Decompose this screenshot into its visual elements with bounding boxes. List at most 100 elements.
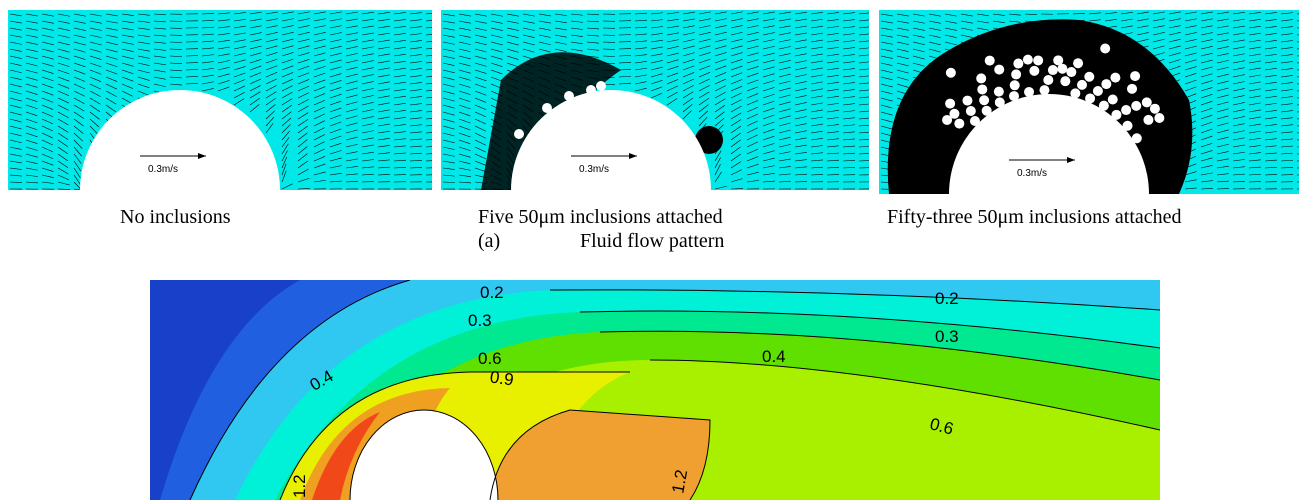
velocity-vector <box>1232 166 1245 169</box>
velocity-vector <box>9 34 22 38</box>
velocity-vector <box>666 39 679 43</box>
velocity-vector <box>474 90 487 96</box>
velocity-vector <box>794 173 807 176</box>
velocity-vector <box>57 41 70 46</box>
velocity-vector <box>762 93 775 99</box>
velocity-vector <box>1232 130 1245 134</box>
velocity-vector <box>297 105 309 113</box>
velocity-vector <box>554 20 567 24</box>
velocity-vector <box>474 62 487 67</box>
velocity-vector <box>41 48 54 53</box>
velocity-vector <box>361 166 374 169</box>
velocity-vector <box>73 76 86 82</box>
velocity-vector <box>1296 118 1299 120</box>
velocity-vector <box>730 153 741 162</box>
velocity-vector <box>1296 41 1299 43</box>
velocity-vector <box>89 48 102 53</box>
velocity-vector <box>57 97 70 104</box>
velocity-vector <box>618 55 632 57</box>
velocity-vector <box>425 27 432 29</box>
velocity-vector <box>778 173 791 176</box>
velocity-vector <box>1216 25 1229 29</box>
velocity-vector <box>361 32 374 36</box>
velocity-vector <box>409 117 422 120</box>
velocity-vector <box>217 53 230 57</box>
velocity-vector <box>425 20 432 22</box>
velocity-vector <box>714 85 726 92</box>
velocity-vector <box>810 130 823 134</box>
velocity-vector <box>762 11 775 15</box>
velocity-vector <box>666 85 678 92</box>
velocity-vector <box>1296 146 1299 148</box>
velocity-vector <box>1280 117 1293 120</box>
velocity-vector <box>121 13 134 16</box>
velocity-vector <box>377 123 390 127</box>
velocity-vector <box>105 90 117 97</box>
velocity-vector <box>746 113 759 120</box>
velocity-vector <box>25 111 38 117</box>
inclusion <box>1131 133 1142 144</box>
velocity-vector <box>25 167 38 171</box>
velocity-vector <box>249 32 262 36</box>
velocity-vector <box>361 144 374 148</box>
velocity-vector <box>233 46 246 50</box>
velocity-vector <box>1296 34 1299 36</box>
velocity-vector <box>1200 180 1213 183</box>
velocity-vector <box>57 62 70 67</box>
velocity-vector <box>1248 145 1261 148</box>
velocity-vector <box>746 148 759 155</box>
velocity-vector <box>137 69 150 74</box>
velocity-vector <box>393 124 406 127</box>
velocity-vector <box>249 38 262 43</box>
velocity-vector <box>826 102 839 106</box>
velocity-vector <box>249 85 261 92</box>
velocity-vector <box>1232 18 1245 22</box>
velocity-vector <box>73 90 85 97</box>
velocity-vector <box>25 97 38 102</box>
velocity-vector <box>57 111 69 118</box>
velocity-vector <box>345 158 358 162</box>
velocity-vector <box>121 76 134 82</box>
velocity-vector <box>409 40 422 43</box>
velocity-vector <box>912 20 925 24</box>
velocity-vector <box>618 62 632 64</box>
velocity-vector <box>666 66 679 71</box>
scale-label: 0.3m/s <box>579 164 609 175</box>
velocity-vector <box>778 66 791 71</box>
velocity-vector <box>842 131 855 134</box>
velocity-vector <box>297 112 309 120</box>
velocity-vector <box>698 11 711 15</box>
velocity-vector <box>425 48 432 50</box>
inclusion <box>1101 79 1112 90</box>
velocity-vector <box>1200 150 1213 155</box>
velocity-vector <box>714 31 727 36</box>
velocity-vector <box>634 87 647 92</box>
velocity-vector <box>345 25 358 29</box>
velocity-vector <box>714 91 726 99</box>
velocity-vector <box>944 41 957 46</box>
velocity-vector <box>842 12 855 15</box>
velocity-vector <box>1168 18 1181 22</box>
velocity-vector <box>1200 157 1213 162</box>
inclusion <box>965 105 976 116</box>
velocity-vector <box>9 20 22 24</box>
velocity-vector <box>912 55 925 60</box>
velocity-vector <box>393 39 406 43</box>
velocity-vector <box>1120 11 1133 15</box>
velocity-vector <box>217 26 230 29</box>
velocity-vector <box>666 52 679 57</box>
velocity-vector <box>329 100 342 106</box>
velocity-vector <box>201 40 214 43</box>
velocity-vector <box>425 146 432 148</box>
velocity-vector <box>858 110 869 113</box>
velocity-vector <box>1264 95 1277 99</box>
velocity-vector <box>73 160 82 172</box>
velocity-vector <box>810 174 824 176</box>
velocity-vector <box>361 102 374 106</box>
velocity-vector <box>762 39 775 43</box>
velocity-vector <box>634 12 647 15</box>
velocity-vector <box>826 39 839 43</box>
velocity-vector <box>842 110 855 113</box>
velocity-vector <box>1248 88 1261 92</box>
velocity-vector <box>1296 97 1299 99</box>
